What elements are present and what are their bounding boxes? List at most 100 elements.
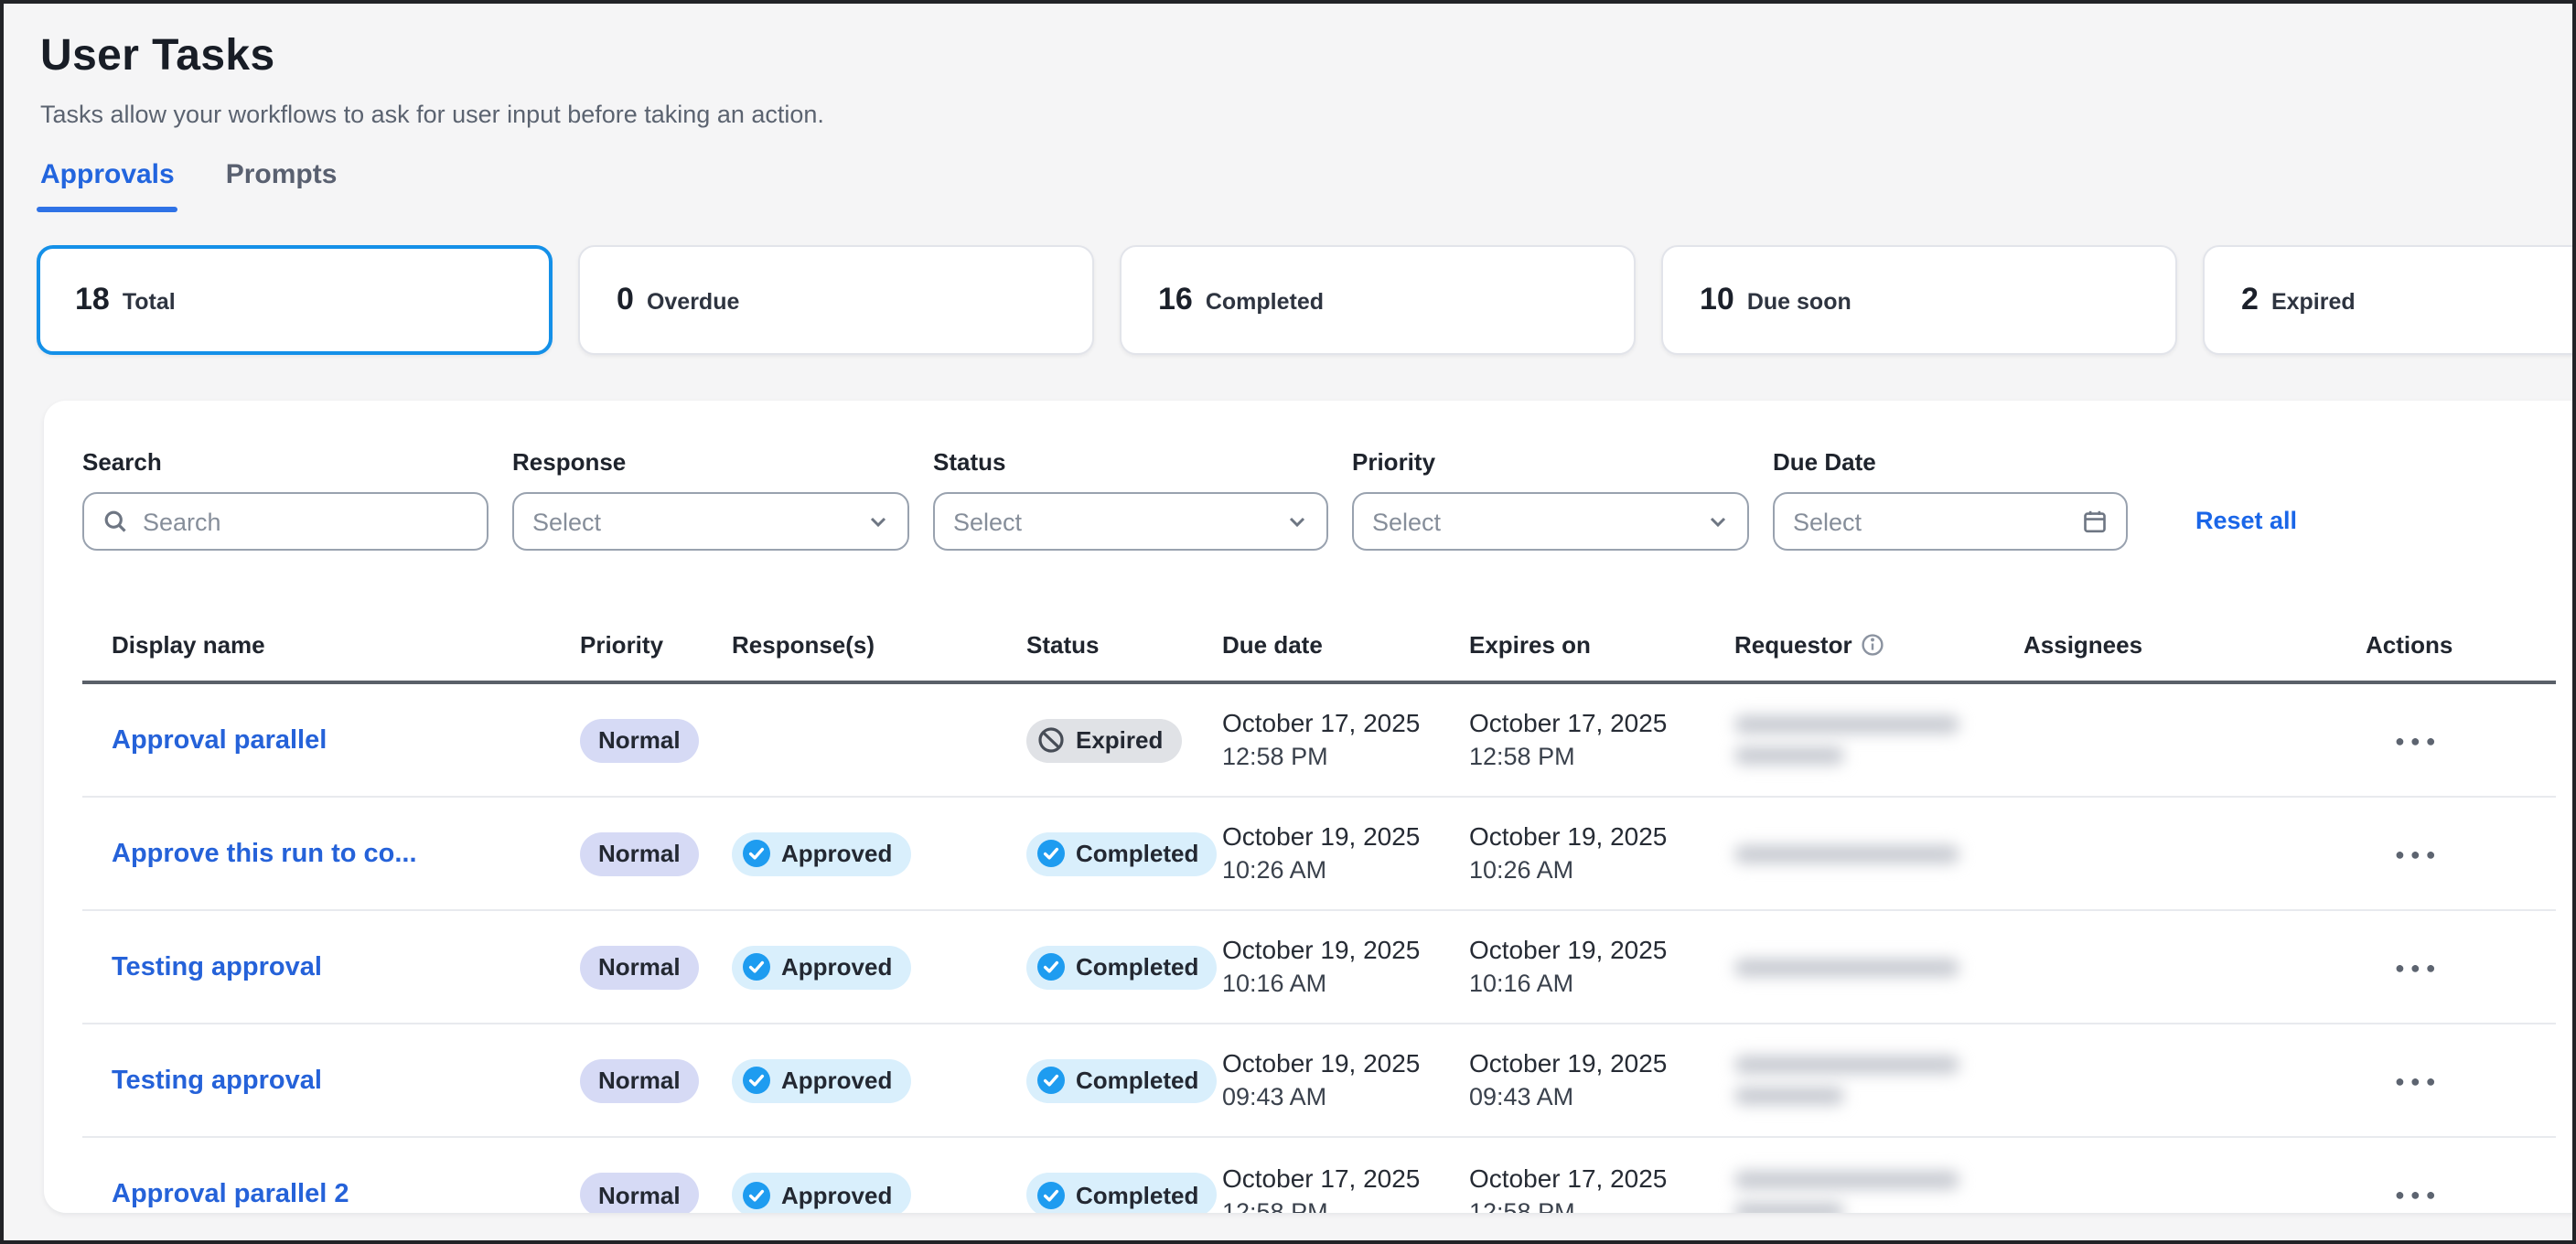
status-badge-label: Completed [1076, 1067, 1199, 1094]
priority-badge: Normal [580, 718, 699, 762]
table-body: Approval parallel Normal [82, 684, 2556, 1213]
response-cell: Approved [732, 945, 1026, 989]
task-name-link[interactable]: Approve this run to co... [112, 839, 417, 868]
requestor-redacted [1734, 1170, 2023, 1213]
display-name-cell: Testing approval [82, 952, 580, 981]
priority-badge: Normal [580, 945, 699, 989]
stat-value: 2 [2241, 282, 2259, 316]
column-header-expires-on: Expires on [1469, 631, 1591, 659]
expires-time-value: 12:58 PM [1469, 1197, 1575, 1213]
requestor-cell [1734, 715, 2023, 765]
row-actions-button[interactable]: ●●● [2388, 1060, 2449, 1100]
response-cell: Approved [732, 831, 1026, 875]
actions-cell: ●●● [2366, 1174, 2556, 1213]
task-name-link[interactable]: Approval parallel 2 [112, 1180, 349, 1209]
due-time-value: 12:58 PM [1222, 1197, 1328, 1213]
stat-label: Overdue [646, 289, 740, 315]
requestor-cell [1734, 958, 2023, 976]
ellipsis-icon: ●●● [2395, 1071, 2442, 1089]
requestor-redacted [1734, 958, 2023, 976]
stat-card-overdue[interactable]: 0 Overdue [578, 245, 1094, 355]
check-circle-icon [1037, 1181, 1065, 1208]
page-subtitle: Tasks allow your workflows to ask for us… [40, 101, 824, 128]
filter-priority: Priority Select [1352, 448, 1749, 551]
actions-cell: ●●● [2366, 833, 2556, 874]
stat-card-expired[interactable]: 2 Expired [2203, 245, 2572, 355]
task-name-link[interactable]: Testing approval [112, 1066, 322, 1095]
page-title: User Tasks [40, 31, 275, 80]
column-header-responses: Response(s) [732, 631, 875, 659]
table-row: Testing approval Normal Approved [82, 1024, 2556, 1138]
expires-date-value: October 19, 2025 [1469, 935, 1668, 964]
priority-label: Priority [1352, 448, 1436, 476]
filter-search: Search Search [82, 448, 488, 551]
check-circle-icon [1037, 840, 1065, 867]
chevron-down-icon [1707, 510, 1729, 532]
priority-cell: Normal [580, 831, 732, 875]
expires-on-cell: October 19, 2025 10:26 AM [1469, 820, 1734, 887]
stat-label: Total [122, 289, 176, 315]
status-cell: Completed [1026, 945, 1222, 989]
search-label: Search [82, 448, 162, 476]
response-label: Response [512, 448, 627, 476]
column-header-actions: Actions [2366, 631, 2453, 659]
filter-due-date: Due Date Select [1773, 448, 2128, 551]
status-badge: Completed [1026, 1173, 1218, 1213]
response-placeholder: Select [532, 508, 602, 535]
tabs: Approvals Prompts [36, 159, 2536, 212]
actions-cell: ●●● [2366, 720, 2556, 760]
stat-value: 18 [75, 282, 110, 316]
due-date-value: October 17, 2025 [1222, 708, 1421, 737]
priority-placeholder: Select [1372, 508, 1442, 535]
search-input[interactable]: Search [82, 492, 488, 551]
tab-approvals[interactable]: Approvals [36, 159, 179, 212]
reset-all-button[interactable]: Reset all [2195, 507, 2298, 534]
check-circle-icon [1037, 1067, 1065, 1094]
expires-date-value: October 17, 2025 [1469, 1163, 1668, 1192]
row-actions-button[interactable]: ●●● [2388, 833, 2449, 874]
status-badge-label: Expired [1076, 726, 1164, 754]
ellipsis-icon: ●●● [2395, 958, 2442, 976]
check-circle-icon [743, 1181, 770, 1208]
status-badge: Completed [1026, 1058, 1218, 1102]
tab-prompts[interactable]: Prompts [225, 159, 338, 190]
table-header: Display name Priority Response(s) Status… [82, 631, 2556, 684]
stat-label: Expired [2270, 289, 2356, 315]
display-name-cell: Approve this run to co... [82, 839, 580, 868]
due-date-value: October 19, 2025 [1222, 1048, 1421, 1078]
priority-badge-label: Normal [598, 1067, 681, 1094]
filter-response: Response Select [512, 448, 909, 551]
tasks-table: Display name Priority Response(s) Status… [82, 631, 2556, 1213]
status-badge: Expired [1026, 718, 1182, 762]
response-badge-label: Approved [781, 1181, 893, 1208]
row-actions-button[interactable]: ●●● [2388, 1174, 2449, 1213]
table-row: Approval parallel 2 Normal Approved [82, 1138, 2556, 1213]
task-name-link[interactable]: Approval parallel [112, 725, 327, 755]
priority-select[interactable]: Select [1352, 492, 1749, 551]
response-badge-label: Approved [781, 953, 893, 981]
row-actions-button[interactable]: ●●● [2388, 947, 2449, 987]
stat-card-due-soon[interactable]: 10 Due soon [1661, 245, 2177, 355]
filter-status: Status Select [933, 448, 1328, 551]
table-row: Approve this run to co... Normal Approve… [82, 798, 2556, 911]
stat-value: 0 [617, 282, 634, 316]
response-select[interactable]: Select [512, 492, 909, 551]
due-date-cell: October 17, 2025 12:58 PM [1222, 1161, 1469, 1213]
expires-on-cell: October 19, 2025 10:16 AM [1469, 933, 1734, 1001]
stat-card-total[interactable]: 18 Total [37, 245, 553, 355]
row-actions-button[interactable]: ●●● [2388, 720, 2449, 760]
stat-card-completed[interactable]: 16 Completed [1120, 245, 1636, 355]
requestor-cell [1734, 1170, 2023, 1213]
chevron-down-icon [867, 510, 889, 532]
due-date-select[interactable]: Select [1773, 492, 2128, 551]
task-name-link[interactable]: Testing approval [112, 952, 322, 981]
status-select[interactable]: Select [933, 492, 1328, 551]
check-circle-icon [743, 1067, 770, 1094]
status-badge-label: Completed [1076, 840, 1199, 867]
status-cell: Completed [1026, 831, 1222, 875]
status-badge-label: Completed [1076, 953, 1199, 981]
actions-cell: ●●● [2366, 947, 2556, 987]
info-icon[interactable] [1862, 633, 1885, 657]
display-name-cell: Approval parallel 2 [82, 1180, 580, 1209]
page-header: User Tasks Tasks allow your workflows to… [4, 4, 2572, 212]
